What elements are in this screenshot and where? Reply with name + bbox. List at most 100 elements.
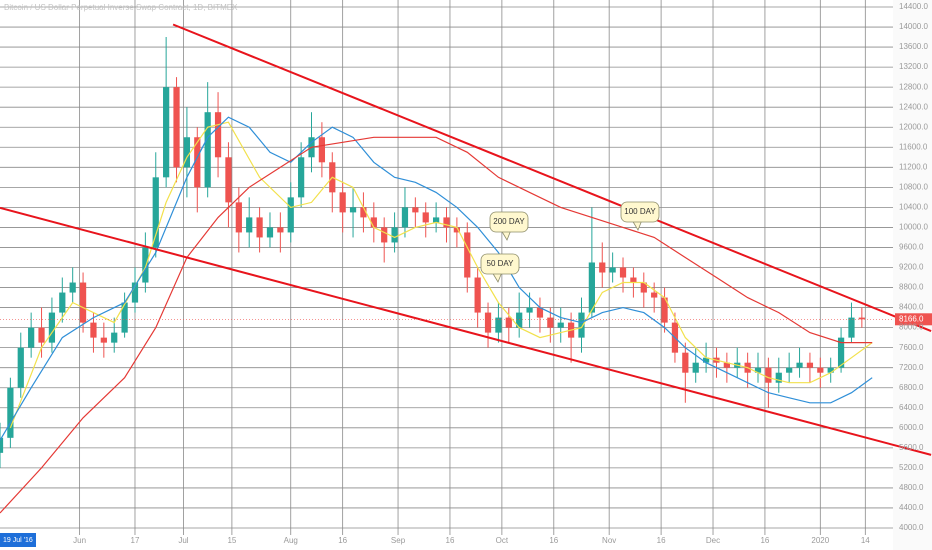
x-tick-label: Nov bbox=[602, 536, 616, 545]
x-tick-label: Dec bbox=[706, 536, 720, 545]
candle-body bbox=[287, 197, 294, 233]
cursor-label: 19 Jul '16 bbox=[3, 537, 33, 544]
candle-body bbox=[651, 292, 658, 298]
candle-body bbox=[453, 227, 460, 233]
candle-body bbox=[79, 282, 87, 323]
y-tick-label: 13200.0 bbox=[899, 62, 928, 71]
y-tick-label: 14000.0 bbox=[899, 22, 928, 31]
candle-body bbox=[682, 352, 689, 373]
y-tick-label: 5600.0 bbox=[899, 443, 924, 452]
x-tick-label: 16 bbox=[549, 536, 558, 545]
candle-body bbox=[360, 207, 367, 218]
y-tick-label: 4000.0 bbox=[899, 523, 924, 532]
candle-body bbox=[588, 262, 595, 313]
y-tick-label: 4800.0 bbox=[899, 483, 924, 492]
chart-title: Bitcoin / US Dollar Perpetual Inverse Sw… bbox=[4, 3, 238, 12]
candle-body bbox=[7, 387, 14, 438]
candle-body bbox=[640, 282, 647, 293]
trend-line bbox=[0, 206, 932, 456]
candle-body bbox=[858, 317, 865, 320]
y-tick-label: 10400.0 bbox=[899, 202, 928, 211]
callout-text: 50 DAY bbox=[487, 259, 515, 268]
y-tick-label: 4400.0 bbox=[899, 503, 924, 512]
candle-body bbox=[204, 112, 211, 188]
x-tick-label: 16 bbox=[760, 536, 769, 545]
candle-body bbox=[536, 307, 544, 318]
candle-body bbox=[235, 202, 242, 233]
price-axis bbox=[893, 0, 932, 550]
candle-body bbox=[786, 367, 793, 373]
candle-body bbox=[194, 137, 201, 188]
overlay: 8166.0 200 DAY 50 DAY 100 DAY 19 Jul '16 bbox=[0, 201, 932, 547]
callout-pointer bbox=[491, 271, 503, 283]
candle-body bbox=[111, 332, 118, 343]
candle-body bbox=[806, 362, 814, 368]
candle-body bbox=[474, 277, 481, 313]
y-tick-label: 11600.0 bbox=[899, 142, 928, 151]
y-tick-label: 13600.0 bbox=[899, 42, 928, 51]
y-tick-label: 12000.0 bbox=[899, 122, 928, 131]
y-tick-label: 9600.0 bbox=[899, 243, 924, 252]
candle-body bbox=[817, 367, 824, 373]
candle-body bbox=[609, 267, 616, 273]
moving-average bbox=[9, 121, 873, 429]
x-tick-label: 16 bbox=[657, 536, 666, 545]
candle-body bbox=[59, 292, 66, 313]
x-tick-label: 14 bbox=[861, 536, 870, 545]
callout-text: 200 DAY bbox=[493, 217, 525, 226]
moving-average bbox=[0, 136, 873, 514]
y-tick-label: 14400.0 bbox=[899, 2, 928, 11]
x-tick-label: Oct bbox=[496, 536, 509, 545]
y-tick-label: 6400.0 bbox=[899, 403, 924, 412]
candle-body bbox=[370, 217, 377, 228]
candle-body bbox=[723, 362, 730, 368]
candle-body bbox=[422, 212, 429, 223]
y-tick-label: 8800.0 bbox=[899, 283, 924, 292]
y-tick-label: 10800.0 bbox=[899, 182, 928, 191]
x-tick-label: 16 bbox=[446, 536, 455, 545]
callout-box bbox=[480, 253, 520, 275]
y-tick-label: 7200.0 bbox=[899, 363, 924, 372]
callout-box bbox=[620, 201, 660, 223]
candle-body bbox=[0, 437, 4, 453]
x-tick-label: 17 bbox=[131, 536, 140, 545]
last-price-tag bbox=[895, 313, 932, 326]
x-tick-label: Jul bbox=[178, 536, 188, 545]
candle-body bbox=[495, 317, 502, 333]
plot bbox=[0, 23, 932, 514]
candle-body bbox=[464, 232, 471, 278]
candle-body bbox=[17, 347, 24, 388]
candle-body bbox=[754, 367, 762, 373]
y-tick-label: 8000.0 bbox=[899, 323, 924, 332]
candle-body bbox=[412, 207, 419, 213]
y-tick-label: 6000.0 bbox=[899, 423, 924, 432]
candle-body bbox=[516, 312, 523, 328]
candle-body bbox=[619, 267, 627, 278]
candle-body bbox=[266, 227, 274, 238]
candle-body bbox=[38, 327, 45, 343]
candle-body bbox=[142, 247, 149, 283]
candle-body bbox=[277, 227, 284, 233]
y-tick-label: 5200.0 bbox=[899, 463, 924, 472]
candle-body bbox=[505, 317, 512, 328]
candle-body bbox=[131, 282, 139, 303]
candle-body bbox=[121, 302, 128, 333]
x-tick-label: 16 bbox=[338, 536, 347, 545]
y-tick-label: 7600.0 bbox=[899, 343, 924, 352]
candle-body bbox=[391, 227, 398, 243]
candle-body bbox=[214, 112, 222, 158]
candle-body bbox=[796, 362, 803, 368]
callout-pointer bbox=[631, 219, 643, 231]
candle-body bbox=[661, 297, 668, 323]
candle-body bbox=[318, 137, 326, 163]
candle-body bbox=[401, 207, 409, 228]
candle-body bbox=[702, 357, 710, 363]
candle-body bbox=[827, 367, 834, 373]
candle-body bbox=[163, 87, 170, 178]
y-tick-label: 12400.0 bbox=[899, 102, 928, 111]
candle-body bbox=[433, 217, 440, 223]
x-tick-label: 15 bbox=[227, 536, 236, 545]
candle-body bbox=[578, 312, 585, 338]
y-tick-label: 10000.0 bbox=[899, 223, 928, 232]
callout-pointer bbox=[500, 229, 512, 241]
